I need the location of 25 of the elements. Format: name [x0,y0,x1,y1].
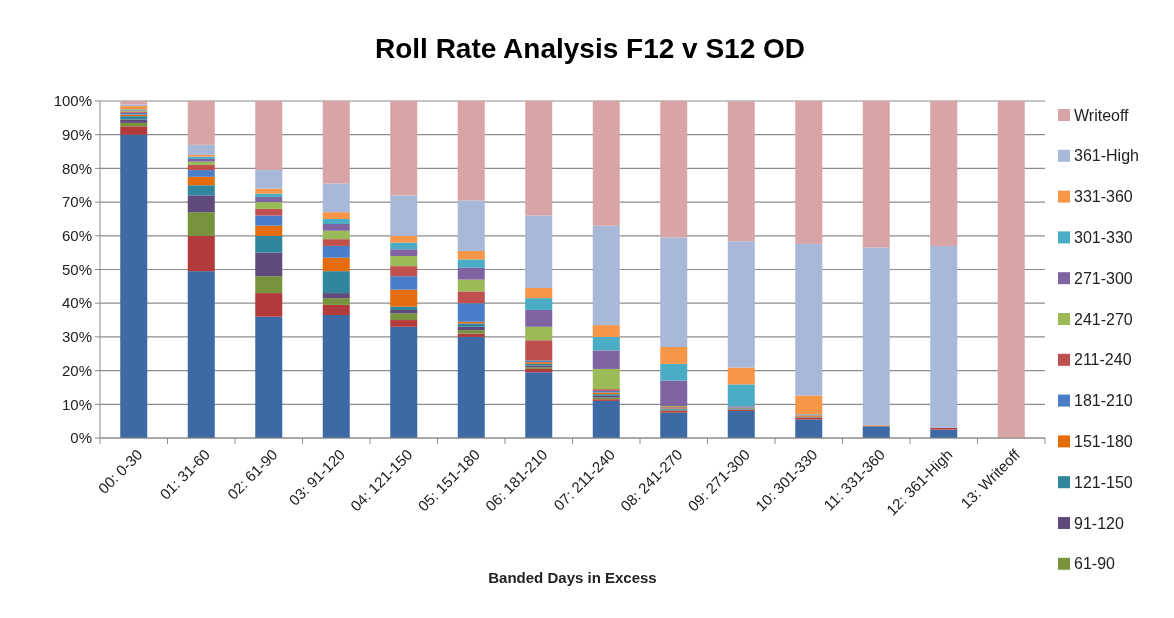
legend-label: 331-360 [1074,188,1133,206]
legend-label: 91-120 [1074,514,1124,532]
y-tick-label: 100% [53,92,92,110]
legend-label: 61-90 [1074,555,1116,573]
legend-label: 181-210 [1074,392,1133,410]
legend-label: 121-150 [1074,473,1133,491]
y-tick-label: 30% [61,328,92,346]
y-tick-label: 90% [61,125,92,143]
legend-label: 211-240 [1074,351,1132,369]
legend-label: 151-180 [1074,433,1133,450]
y-tick-label: 70% [61,193,92,211]
y-tick-label: 80% [61,159,92,177]
legend-label: 241-270 [1074,310,1133,328]
y-tick-label: 10% [61,395,92,413]
x-axis-title: Banded Days in Excess [488,569,657,586]
y-tick-label: 40% [61,294,92,312]
y-tick-label: 20% [61,361,92,379]
y-tick-label: 60% [61,227,92,245]
legend-label: 361-High [1074,147,1139,165]
y-tick-label: 0% [70,429,92,447]
chart-title: Roll Rate Analysis F12 v S12 OD [374,33,806,64]
legend-label: 301-330 [1074,229,1133,246]
legend-label: 271-300 [1074,269,1133,287]
legend-label: Writeoff [1074,106,1130,124]
y-tick-label: 50% [61,260,92,278]
